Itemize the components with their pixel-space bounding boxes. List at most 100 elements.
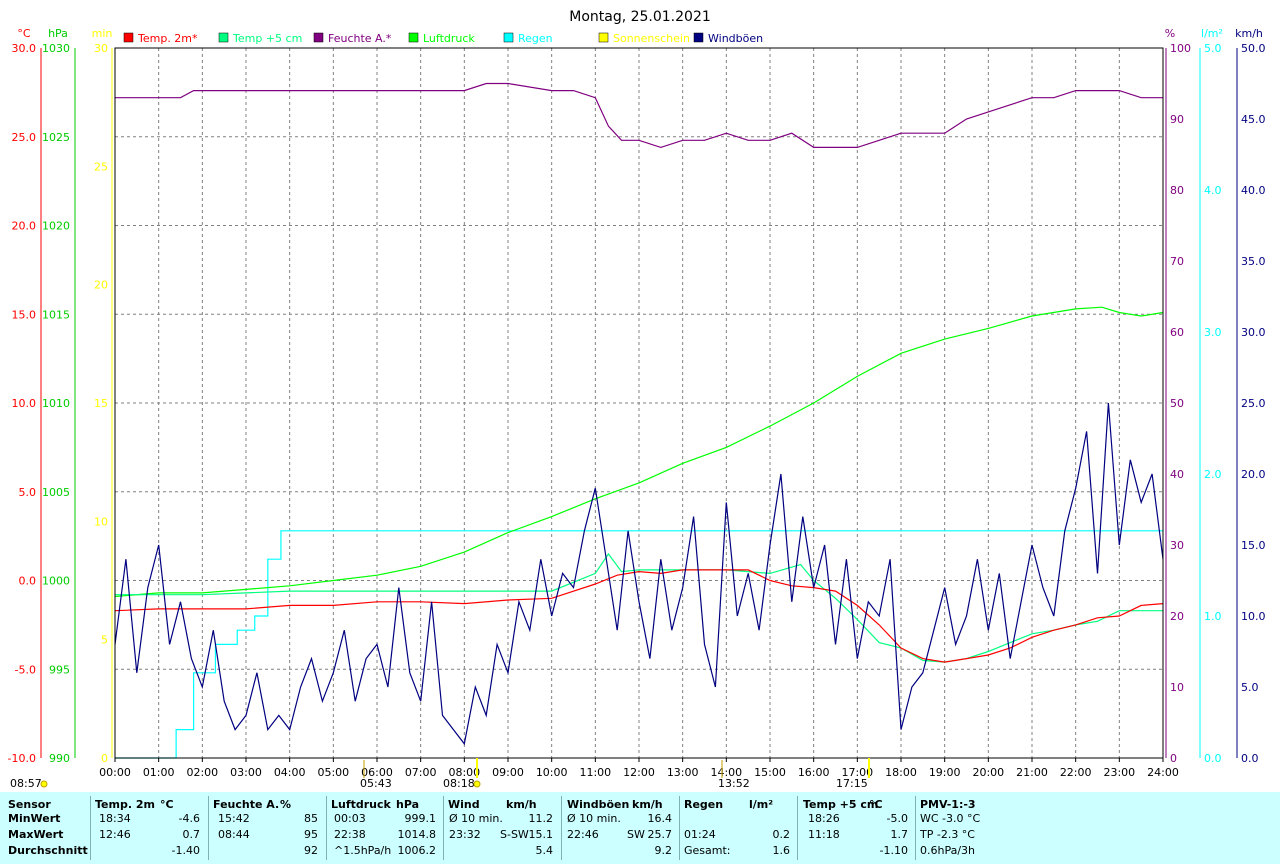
right-axis-tick-label: 50.0 <box>1241 42 1266 55</box>
stats-header: Temp +5 cm <box>803 798 879 811</box>
x-tick-label: 09:00 <box>492 766 524 779</box>
right-axis-tick-label: 15.0 <box>1241 539 1266 552</box>
chart-title: Montag, 25.01.2021 <box>569 9 711 25</box>
sun-start-label: 08:18 <box>443 777 475 790</box>
left-axis-tick-label: 25 <box>94 160 108 173</box>
left-axis-tick-label: 25.0 <box>12 131 37 144</box>
stats-gusts-value: 16.4 <box>647 812 673 825</box>
stats-temp5cm-value: 1.7 <box>890 828 909 841</box>
right-axis-tick-label: 3.0 <box>1204 326 1222 339</box>
left-axis-tick-label: 5 <box>101 634 108 647</box>
left-axis-tick-label: 10.0 <box>12 397 37 410</box>
stats-header: km/h <box>506 798 537 811</box>
x-tick-label: 21:00 <box>1016 766 1048 779</box>
right-axis-tick-label: 0.0 <box>1241 752 1259 765</box>
right-axis-tick-label: 20.0 <box>1241 468 1266 481</box>
stats-gusts-direction: SW <box>627 828 645 841</box>
x-axis-ticks: 00:00 01:00 02:00 03:00 04:00 05:00 06:00 07:00… <box>99 758 1179 779</box>
stats-temp2m-time: 18:34 <box>99 812 131 825</box>
stats-pressure-time: 00:03 <box>334 812 366 825</box>
stats-pmv-value: TP -2.3 °C <box>920 828 975 841</box>
stats-temp2m-value: 0.7 <box>182 828 201 841</box>
right-axis-tick-label: 10.0 <box>1241 610 1266 623</box>
right-axis-tick-label: 45.0 <box>1241 113 1266 126</box>
x-tick-label: 03:00 <box>230 766 262 779</box>
right-axis-tick-label: 25.0 <box>1241 397 1266 410</box>
stats-temp5cm-time: 18:26 <box>808 812 840 825</box>
legend-swatch <box>693 32 704 43</box>
x-tick-label: 19:00 <box>929 766 961 779</box>
sunset-label: 17:15 <box>836 777 868 790</box>
stats-temp2m-time: 12:46 <box>99 828 131 841</box>
x-tick-label: 00:00 <box>99 766 131 779</box>
right-axis-tick-label: 50 <box>1170 397 1184 410</box>
stats-pressure-value: 1006.2 <box>397 844 437 857</box>
right-axis-tick-label: 30 <box>1170 539 1184 552</box>
right-axis-tick-label: 60 <box>1170 326 1184 339</box>
left-axis-tick-label: 1020 <box>42 220 70 233</box>
right-axis-tick-label: 90 <box>1170 113 1184 126</box>
x-tick-label: 22:00 <box>1060 766 1092 779</box>
noon-label: 13:52 <box>718 777 750 790</box>
legend-swatch <box>598 32 609 43</box>
weather-chart: Montag, 25.01.2021 Temp. 2m* Temp +5 cm Fe… <box>8 9 1266 790</box>
stats-separator <box>915 796 916 860</box>
stats-wind-value: 15.1 <box>528 828 554 841</box>
left-axis-tick-label: 10 <box>94 515 108 528</box>
stats-header: Wind <box>448 798 480 811</box>
series-line <box>114 402 1164 746</box>
legend-label: Regen <box>518 32 553 45</box>
x-tick-label: 16:00 <box>798 766 830 779</box>
series-line <box>115 552 1163 663</box>
stats-gusts-time: 22:46 <box>567 828 599 841</box>
stats-temp5cm-time: 11:18 <box>808 828 840 841</box>
right-axis-tick-label: 80 <box>1170 184 1184 197</box>
right-axis-tick-label: 10 <box>1170 681 1184 694</box>
left-axis-tick-label: 1030 <box>42 42 70 55</box>
stats-humidity-value: 92 <box>304 844 318 857</box>
sun-icon <box>473 780 481 788</box>
x-tick-label: 07:00 <box>405 766 437 779</box>
statistics-table: Sensor Temp. 2m °C Feuchte A.% Luftdruck hPa W… <box>0 792 1280 864</box>
x-tick-label: 14:00 <box>710 766 742 779</box>
stats-header: Regen <box>684 798 724 811</box>
stats-temp5cm-value: -1.10 <box>879 844 908 857</box>
right-axis-tick-label: 70 <box>1170 255 1184 268</box>
legend-label: Temp. 2m* <box>137 32 198 45</box>
stats-temp2m-value: -1.40 <box>171 844 200 857</box>
stats-header: PMV-1:-3 <box>920 798 976 811</box>
stats-separator <box>90 796 91 860</box>
left-axis-tick-label: 30 <box>94 42 108 55</box>
left-axis-tick-label: 20.0 <box>12 220 37 233</box>
left-axis-tick-label: 15 <box>94 397 108 410</box>
stats-header: % <box>280 798 292 811</box>
left-axis-tick-label: 5.0 <box>19 486 37 499</box>
stats-header: Windböen <box>567 798 630 811</box>
stats-pmv-value: 0.6hPa/3h <box>920 844 976 857</box>
left-axis-unit: min <box>92 27 113 40</box>
stats-humidity-time: 15:42 <box>218 812 250 825</box>
stats-pressure-time: 22:38 <box>334 828 366 841</box>
left-axis-tick-label: 1005 <box>42 486 70 499</box>
right-axis-tick-label: 40 <box>1170 468 1184 481</box>
sunrise-label: 05:43 <box>360 777 392 790</box>
stats-separator <box>679 796 680 860</box>
stats-rain-value: 1.6 <box>772 844 791 857</box>
x-tick-label: 11:00 <box>579 766 611 779</box>
left-axis-unit: °C <box>17 27 31 40</box>
stats-header: °C <box>160 798 174 811</box>
x-tick-label: 06:00 <box>361 766 393 779</box>
x-tick-label: 04:00 <box>274 766 306 779</box>
legend-swatch <box>313 32 324 43</box>
right-axis-tick-label: 40.0 <box>1241 184 1266 197</box>
x-tick-label: 01:00 <box>143 766 175 779</box>
x-tick-label: 08:00 <box>448 766 480 779</box>
series-line <box>114 306 1164 598</box>
stats-row-label: MinWert <box>8 812 61 825</box>
left-axis-tick-label: 15.0 <box>12 308 37 321</box>
legend-swatch <box>123 32 134 43</box>
legend-label: Windböen <box>708 32 763 45</box>
stats-gusts-value: 9.2 <box>654 844 673 857</box>
stats-pressure-value: 1014.8 <box>397 828 437 841</box>
x-tick-label: 20:00 <box>972 766 1004 779</box>
